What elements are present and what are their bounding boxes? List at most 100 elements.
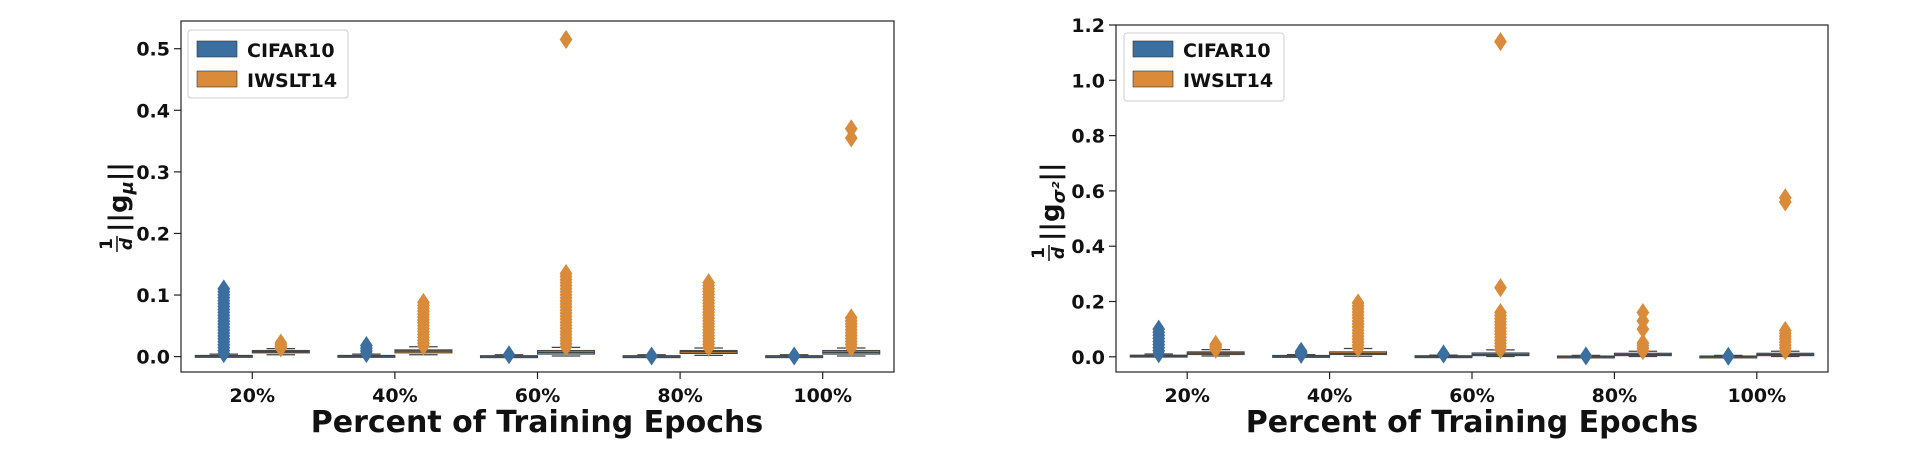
- ylabel-fraction-numerator: 1: [97, 238, 117, 250]
- y-tick-label: 0.0: [136, 347, 170, 369]
- box-iwslt14-40%: [394, 292, 453, 356]
- chart-left-marks: [194, 29, 881, 366]
- x-tick-label: 80%: [657, 385, 702, 407]
- box-cifar10-80%: [1556, 346, 1615, 366]
- x-tick-label: 60%: [1449, 385, 1494, 407]
- chart-right-xlabel: Percent of Training Epochs: [1246, 405, 1699, 440]
- legend-label-iwslt14: IWSLT14: [1183, 70, 1273, 92]
- chart-left-legend: CIFAR10 IWSLT14: [187, 29, 349, 99]
- y-tick-label: 0.3: [136, 162, 170, 184]
- outlier-point: [1294, 341, 1308, 361]
- outlier-point: [702, 273, 715, 293]
- legend-label-iwslt14: IWSLT14: [247, 70, 337, 92]
- box-cifar10-80%: [622, 346, 681, 366]
- box-iwslt14-100%: [822, 119, 881, 357]
- ylabel-norm-open: ||g: [104, 194, 134, 232]
- box-cifar10-40%: [1272, 341, 1331, 364]
- chart-right-y-ticks: 0.0 0.2 0.4 0.6 0.8 1.0 1.2: [1071, 15, 1116, 369]
- chart-right-legend: CIFAR10 IWSLT14: [1123, 32, 1285, 102]
- legend-label-cifar10: CIFAR10: [247, 40, 335, 62]
- outlier-point: [559, 263, 573, 284]
- ylabel-norm-close: ||: [1036, 162, 1066, 181]
- legend-swatch-iwslt14: [196, 70, 238, 88]
- outlier-point: [1494, 278, 1507, 298]
- box-iwslt14-40%: [1329, 293, 1388, 358]
- x-tick-label: 60%: [515, 385, 560, 407]
- outlier-point: [1636, 333, 1650, 353]
- chart-left-x-ticks: 20% 40% 60% 80% 100%: [230, 372, 852, 407]
- ylabel-subscript: σ²: [1049, 181, 1070, 203]
- outlier-point: [645, 346, 658, 366]
- box-iwslt14-20%: [251, 333, 310, 358]
- x-tick-label: 80%: [1592, 385, 1637, 407]
- box-iwslt14-80%: [1613, 303, 1672, 361]
- legend-swatch-cifar10: [1132, 40, 1174, 58]
- chart-left: 0.0 0.1 0.2 0.3 0.4 0.5 20% 40% 60% 80% 100% CIFA…: [97, 20, 895, 440]
- box-cifar10-60%: [479, 345, 538, 365]
- outlier-point: [360, 335, 373, 356]
- chart-right-x-ticks: 20% 40% 60% 80% 100%: [1164, 372, 1786, 407]
- outlier-point: [1778, 188, 1792, 208]
- y-tick-label: 0.4: [136, 100, 170, 122]
- y-tick-label: 0.2: [1071, 291, 1105, 313]
- outlier-point: [502, 345, 516, 365]
- outlier-point: [1152, 319, 1166, 339]
- box-cifar10-20%: [194, 279, 253, 364]
- y-tick-label: 0.5: [136, 39, 170, 61]
- box-cifar10-100%: [765, 346, 824, 366]
- box-iwslt14-60%: [1471, 32, 1530, 360]
- ylabel-norm-close: ||: [104, 162, 134, 181]
- box-cifar10-60%: [1414, 344, 1473, 364]
- outlier-point: [1778, 320, 1792, 341]
- y-tick-label: 0.6: [1071, 181, 1105, 203]
- y-tick-label: 1.2: [1071, 15, 1105, 37]
- x-tick-label: 40%: [372, 385, 417, 407]
- outlier-point: [1494, 303, 1507, 323]
- ylabel-fraction-denominator: d: [117, 237, 137, 250]
- y-tick-label: 0.8: [1071, 126, 1105, 148]
- ylabel-body: ||gσ²||: [1036, 162, 1070, 241]
- x-tick-label: 100%: [1727, 385, 1786, 407]
- outlier-point: [844, 119, 858, 139]
- y-tick-label: 0.2: [136, 223, 170, 245]
- box-iwslt14-100%: [1756, 188, 1815, 361]
- outlier-point: [1636, 303, 1650, 323]
- box-cifar10-20%: [1129, 319, 1188, 364]
- legend-swatch-iwslt14: [1132, 70, 1174, 88]
- y-tick-label: 0.0: [1071, 347, 1105, 369]
- chart-left-xlabel: Percent of Training Epochs: [311, 405, 764, 440]
- box-cifar10-100%: [1699, 346, 1758, 366]
- ylabel-fraction-denominator: d: [1049, 246, 1069, 259]
- chart-right: 0.0 0.2 0.4 0.6 0.8 1.0 1.2 20% 40% 60% 80% 100% C…: [1029, 15, 1829, 440]
- ylabel-subscript: μ: [117, 181, 138, 195]
- chart-left-ylabel: 1 d ||gμ||: [97, 162, 138, 252]
- ylabel-fraction-numerator: 1: [1029, 247, 1049, 259]
- outlier-point: [217, 279, 231, 299]
- x-tick-label: 20%: [230, 385, 275, 407]
- outlier-point: [844, 308, 858, 328]
- box-cifar10-40%: [337, 335, 396, 364]
- chart-right-ylabel: 1 d ||gσ²||: [1029, 162, 1070, 261]
- box-iwslt14-20%: [1186, 334, 1245, 359]
- outlier-point: [1437, 344, 1450, 364]
- chart-left-y-ticks: 0.0 0.1 0.2 0.3 0.4 0.5: [136, 39, 181, 369]
- outlier-point: [1579, 346, 1593, 366]
- y-tick-label: 1.0: [1071, 70, 1105, 92]
- outlier-point: [274, 333, 288, 353]
- outlier-point: [787, 346, 801, 366]
- x-tick-label: 20%: [1164, 385, 1209, 407]
- x-tick-label: 40%: [1307, 385, 1352, 407]
- outlier-point: [417, 292, 430, 312]
- legend-label-cifar10: CIFAR10: [1183, 40, 1271, 62]
- outlier-point: [1721, 346, 1735, 366]
- box-iwslt14-60%: [537, 29, 596, 357]
- outlier-point: [1494, 32, 1507, 52]
- chart-right-marks: [1129, 32, 1815, 366]
- outlier-point: [1351, 293, 1365, 313]
- outlier-point: [559, 29, 573, 50]
- x-tick-label: 100%: [793, 385, 852, 407]
- ylabel-norm-open: ||g: [1036, 203, 1066, 241]
- y-tick-label: 0.4: [1071, 236, 1105, 258]
- legend-swatch-cifar10: [196, 40, 238, 58]
